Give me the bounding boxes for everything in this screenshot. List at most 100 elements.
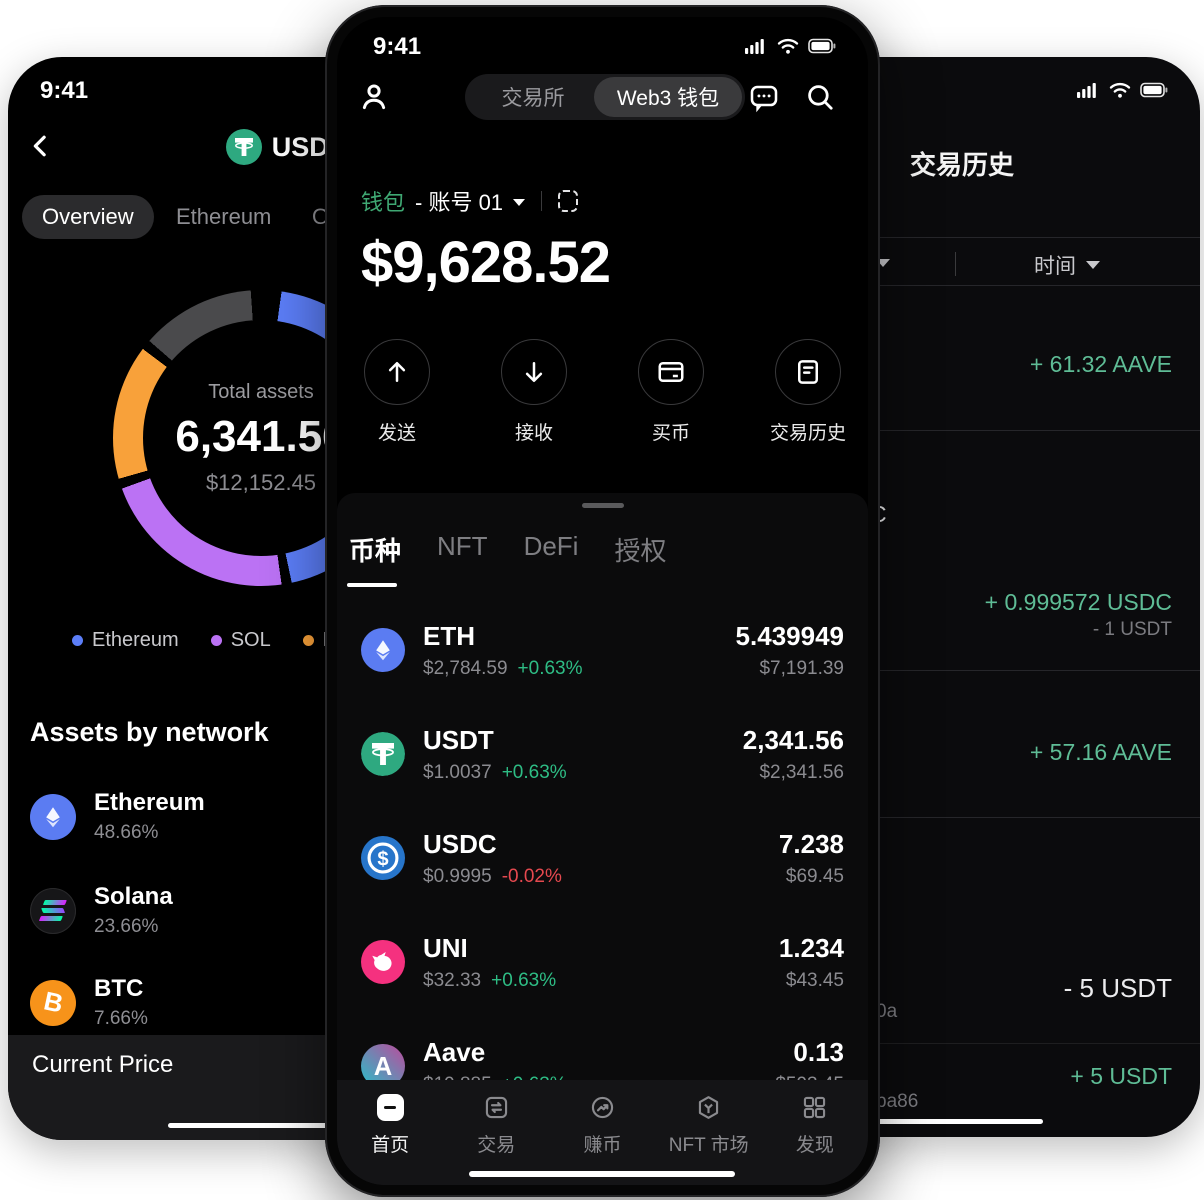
- wallet-screen: 9:41 交易所 Web3 钱包: [337, 17, 868, 1185]
- arrow-down-icon: [501, 339, 567, 405]
- page-title: 交易历史: [910, 150, 1015, 180]
- type-filter-chevron-icon[interactable]: [876, 259, 890, 267]
- tab-ethereum[interactable]: Ethereum: [176, 204, 272, 229]
- history-button[interactable]: 交易历史: [770, 339, 846, 445]
- back-icon[interactable]: [26, 131, 56, 161]
- ethereum-icon: [30, 793, 76, 840]
- search-icon[interactable]: [804, 81, 838, 115]
- transaction-amount[interactable]: + 5 USDT: [1070, 1063, 1172, 1089]
- token-row-usdt[interactable]: USDT $1.0037 +0.63% 2,341.56 $2,341.56: [337, 702, 868, 806]
- status-time: 9:41: [40, 77, 89, 104]
- tab-overview[interactable]: Overview: [22, 195, 154, 239]
- wallet-account-selector[interactable]: 钱包 - 账号 01: [361, 185, 579, 217]
- nav-nft-market[interactable]: NFT 市场: [656, 1080, 762, 1185]
- asset-tabs: Overview Ethereum O: [8, 195, 563, 239]
- sheet-drag-handle[interactable]: [582, 503, 624, 508]
- svg-text:$: $: [377, 848, 388, 870]
- legend-item: SOL: [210, 629, 271, 652]
- battery-icon: [1140, 82, 1168, 98]
- network-row-solana[interactable]: Solana 23.66%: [30, 883, 173, 938]
- nft-icon: [699, 1096, 719, 1119]
- filter-row: 时间: [648, 243, 1200, 285]
- active-tab-underline: [347, 583, 397, 587]
- donut-center-text: Total assets 6,341.56 $12,152.45: [113, 290, 409, 586]
- divider: [541, 191, 543, 211]
- signal-icon: [745, 39, 764, 54]
- status-time: 9:41: [373, 33, 422, 60]
- transaction-amount[interactable]: + 57.16 AAVE: [1029, 739, 1172, 765]
- segment-web3-wallet[interactable]: Web3 钱包: [594, 77, 742, 117]
- time-filter[interactable]: 时间: [1034, 250, 1100, 280]
- nav-trade[interactable]: 交易: [443, 1080, 549, 1185]
- discover-icon: [804, 1096, 826, 1119]
- bottom-nav: 首页 交易 赚币 NFT 市场 发现: [337, 1080, 868, 1185]
- account-label: - 账号 01: [415, 190, 504, 215]
- total-balance: $9,628.52: [361, 230, 611, 295]
- send-button[interactable]: 发送: [364, 339, 430, 445]
- eth-icon: [361, 628, 405, 672]
- token-row-usdc[interactable]: $ USDC $0.9995 -0.02% 7.238 $69.45: [337, 806, 868, 910]
- filter-divider: [955, 252, 956, 276]
- center-phone-web3-wallet: 9:41 交易所 Web3 钱包: [325, 5, 880, 1197]
- tab-approvals[interactable]: 授权: [614, 536, 667, 566]
- profile-icon[interactable]: [357, 80, 391, 114]
- token-row-uni[interactable]: UNI $32.33 +0.63% 1.234 $43.45: [337, 910, 868, 1014]
- nav-discover[interactable]: 发现: [762, 1080, 868, 1185]
- current-price-label: Current Price: [32, 1051, 174, 1078]
- home-indicator[interactable]: [469, 1171, 735, 1177]
- svg-text:A: A: [374, 1053, 393, 1081]
- scan-icon[interactable]: [558, 190, 579, 212]
- nav-home[interactable]: 首页: [337, 1080, 443, 1185]
- total-assets-value: 6,341.56: [175, 411, 347, 461]
- nav-earn[interactable]: 赚币: [549, 1080, 655, 1185]
- receive-button[interactable]: 接收: [501, 339, 567, 445]
- quick-actions: 发送 接收 买币 交易历史: [337, 339, 868, 445]
- btc-icon: B: [30, 979, 76, 1026]
- legend-item: Ethereum: [72, 629, 179, 652]
- token-list: ETH $2,784.59 +0.63% 5.439949 $7,191.39 US…: [337, 598, 868, 1118]
- donut-legend: Ethereum SOL BTC: [72, 629, 363, 652]
- card-icon: [638, 339, 704, 405]
- transaction-amount[interactable]: + 0.999572 USDC: [984, 589, 1172, 615]
- status-icons: [1076, 81, 1168, 99]
- transaction-amount-secondary: - 1 USDT: [1092, 619, 1172, 640]
- home-indicator[interactable]: [168, 1123, 418, 1128]
- tab-defi[interactable]: DeFi: [523, 531, 579, 561]
- header-row: 交易所 Web3 钱包: [337, 73, 868, 121]
- legend-dot-sol: [210, 635, 222, 646]
- transaction-amount[interactable]: + 61.32 AAVE: [1029, 351, 1172, 377]
- chat-icon[interactable]: [748, 81, 782, 115]
- arrow-up-icon: [364, 339, 430, 405]
- trade-icon: [485, 1096, 507, 1119]
- transaction-amount[interactable]: - 5 USDT: [1063, 973, 1172, 1003]
- tab-coins[interactable]: 币种: [349, 536, 402, 566]
- transaction-address-partial: 0a: [876, 1001, 898, 1022]
- segment-exchange[interactable]: 交易所: [501, 87, 565, 110]
- uni-icon: [361, 940, 405, 984]
- token-row-eth[interactable]: ETH $2,784.59 +0.63% 5.439949 $7,191.39: [337, 598, 868, 702]
- wifi-icon: [1109, 82, 1131, 98]
- section-title: Assets by network: [30, 717, 269, 747]
- assets-bottom-sheet: [337, 493, 868, 1185]
- transaction-address-partial: ba86: [876, 1091, 919, 1112]
- signal-icon: [1077, 83, 1096, 98]
- chevron-down-icon: [1086, 261, 1100, 269]
- status-icons: [744, 37, 836, 55]
- home-indicator[interactable]: [877, 1119, 1043, 1124]
- usdt-icon: [361, 732, 405, 776]
- battery-icon: [808, 38, 836, 54]
- chevron-down-icon: [513, 199, 526, 206]
- legend-dot-btc: [302, 635, 314, 646]
- document-icon: [775, 339, 841, 405]
- asset-type-tabs: 币种 NFT DeFi 授权: [349, 531, 666, 568]
- tab-partial[interactable]: O: [312, 204, 330, 229]
- buy-crypto-button[interactable]: 买币: [638, 339, 704, 445]
- tab-nft[interactable]: NFT: [437, 531, 488, 561]
- legend-dot-ethereum: [72, 635, 83, 646]
- wallet-label: 钱包: [361, 190, 406, 215]
- network-row-ethereum[interactable]: Ethereum 48.66%: [30, 789, 205, 844]
- network-row-btc[interactable]: B BTC 7.66%: [30, 975, 148, 1030]
- wifi-icon: [777, 38, 799, 54]
- exchange-wallet-segmented-control: 交易所 Web3 钱包: [465, 74, 745, 120]
